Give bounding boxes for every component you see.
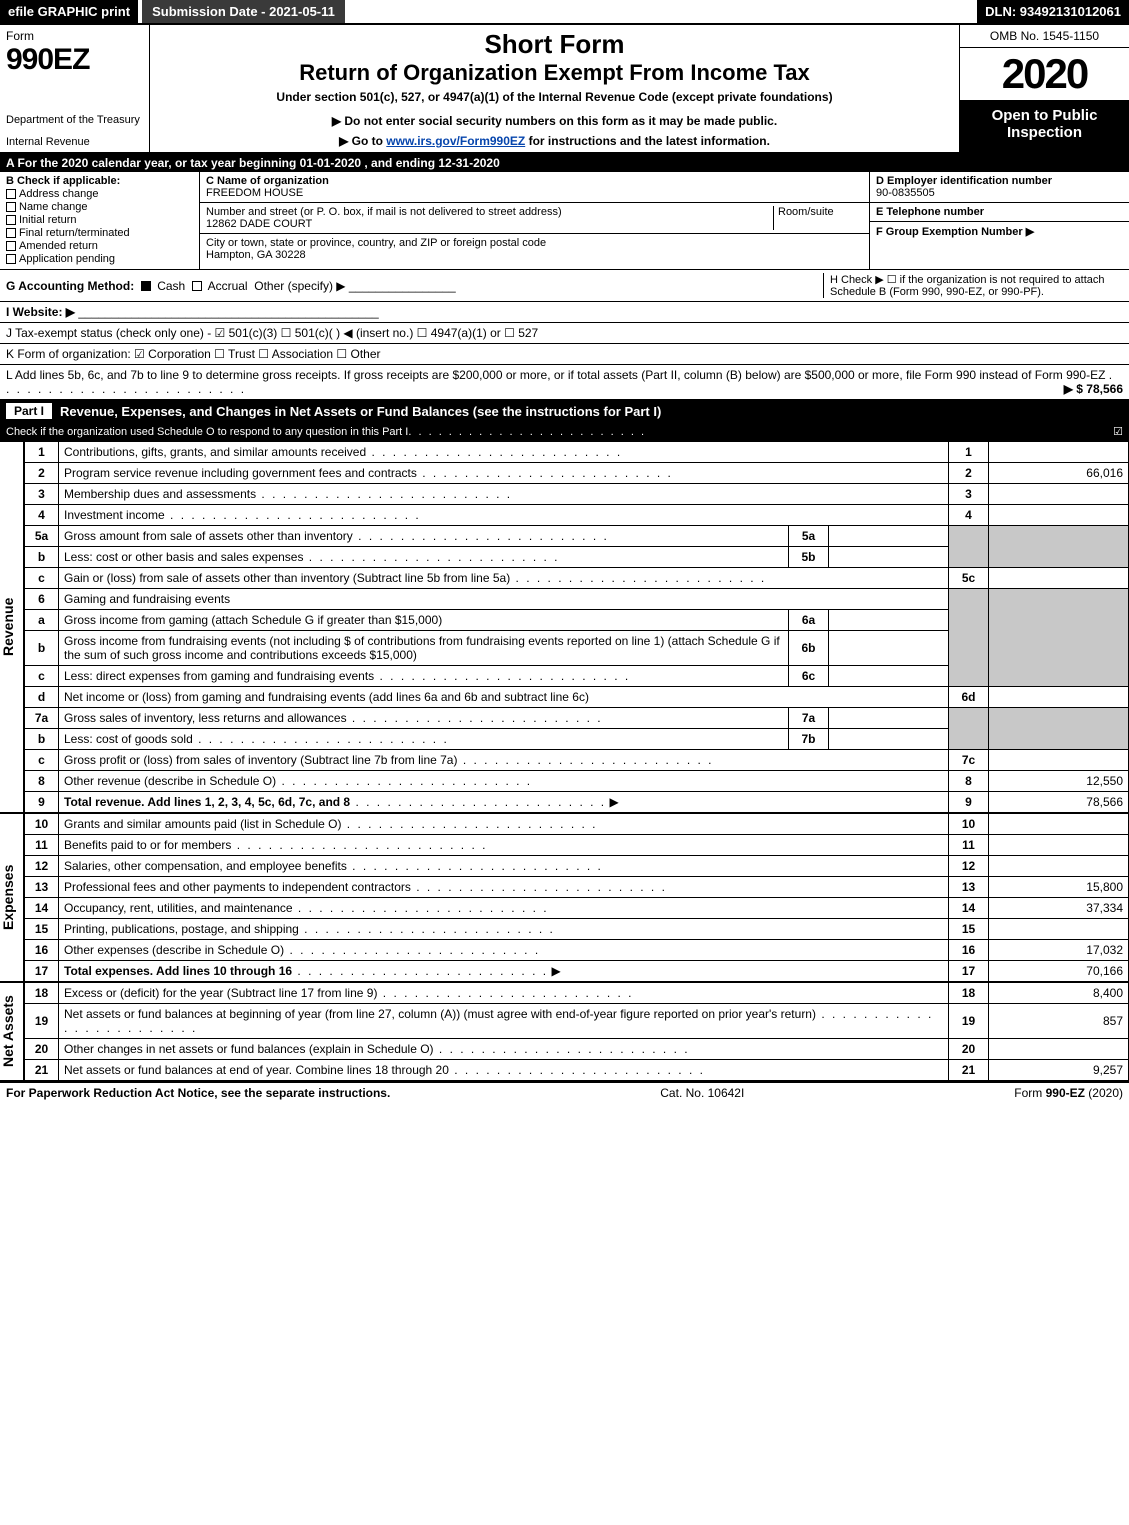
expenses-table: 10Grants and similar amounts paid (list … xyxy=(24,813,1129,982)
group-label: F Group Exemption Number ▶ xyxy=(876,225,1123,238)
under-section: Under section 501(c), 527, or 4947(a)(1)… xyxy=(160,90,949,104)
tax-year: 2020 xyxy=(960,48,1129,101)
chk-pending[interactable]: Application pending xyxy=(6,253,193,265)
line-a: A For the 2020 calendar year, or tax yea… xyxy=(0,154,1129,172)
chk-cash[interactable] xyxy=(141,281,151,291)
expenses-label: Expenses xyxy=(0,813,24,982)
chk-accrual[interactable] xyxy=(192,281,202,291)
line-5a: 5aGross amount from sale of assets other… xyxy=(25,526,1129,547)
line-i: I Website: ▶ ___________________________… xyxy=(0,302,1129,323)
efile-label[interactable]: efile GRAPHIC print xyxy=(0,0,138,23)
footer-left: For Paperwork Reduction Act Notice, see … xyxy=(6,1086,390,1100)
part1-check: Check if the organization used Schedule … xyxy=(0,422,1129,441)
line-18: 18Excess or (deficit) for the year (Subt… xyxy=(25,983,1129,1004)
c-city-label: City or town, state or province, country… xyxy=(206,237,863,249)
line-10: 10Grants and similar amounts paid (list … xyxy=(25,814,1129,835)
line-15: 15Printing, publications, postage, and s… xyxy=(25,919,1129,940)
revenue-section: Revenue 1Contributions, gifts, grants, a… xyxy=(0,441,1129,813)
dln-label: DLN: 93492131012061 xyxy=(977,0,1129,23)
goto-link[interactable]: www.irs.gov/Form990EZ xyxy=(386,134,525,148)
omb-number: OMB No. 1545-1150 xyxy=(960,25,1129,48)
block-d: D Employer identification number 90-0835… xyxy=(869,172,1129,269)
block-b: B Check if applicable: Address change Na… xyxy=(0,172,200,269)
line-20: 20Other changes in net assets or fund ba… xyxy=(25,1039,1129,1060)
chk-name[interactable]: Name change xyxy=(6,201,193,213)
ein-value: 90-0835505 xyxy=(876,187,1123,199)
line-8: 8Other revenue (describe in Schedule O)8… xyxy=(25,771,1129,792)
line-1: 1Contributions, gifts, grants, and simil… xyxy=(25,442,1129,463)
line-2: 2Program service revenue including gover… xyxy=(25,463,1129,484)
short-form-title: Short Form xyxy=(160,29,949,60)
line-12: 12Salaries, other compensation, and empl… xyxy=(25,856,1129,877)
form-label: Form xyxy=(6,29,143,43)
submission-date: Submission Date - 2021-05-11 xyxy=(142,0,345,23)
room-suite-label: Room/suite xyxy=(773,206,863,230)
chk-initial[interactable]: Initial return xyxy=(6,214,193,226)
line-16: 16Other expenses (describe in Schedule O… xyxy=(25,940,1129,961)
dept-irs: Internal Revenue xyxy=(6,136,143,148)
part1-header: Part I Revenue, Expenses, and Changes in… xyxy=(0,400,1129,422)
line-5c: cGain or (loss) from sale of assets othe… xyxy=(25,568,1129,589)
line-j: J Tax-exempt status (check only one) - ☑… xyxy=(0,323,1129,344)
goto-note: ▶ Go to www.irs.gov/Form990EZ for instru… xyxy=(160,134,949,148)
header-right: OMB No. 1545-1150 2020 Open to Public In… xyxy=(959,25,1129,152)
return-title: Return of Organization Exempt From Incom… xyxy=(160,60,949,86)
org-name: FREEDOM HOUSE xyxy=(206,187,863,199)
revenue-label: Revenue xyxy=(0,441,24,813)
line-19: 19Net assets or fund balances at beginni… xyxy=(25,1004,1129,1039)
chk-address[interactable]: Address change xyxy=(6,188,193,200)
netassets-section: Net Assets 18Excess or (deficit) for the… xyxy=(0,982,1129,1081)
line-9: 9Total revenue. Add lines 1, 2, 3, 4, 5c… xyxy=(25,792,1129,813)
line-3: 3Membership dues and assessments3 xyxy=(25,484,1129,505)
org-info-block: B Check if applicable: Address change Na… xyxy=(0,172,1129,270)
header-left: Form 990EZ Department of the Treasury In… xyxy=(0,25,150,152)
line-21: 21Net assets or fund balances at end of … xyxy=(25,1060,1129,1081)
block-b-title: B Check if applicable: xyxy=(6,175,193,187)
netassets-label: Net Assets xyxy=(0,982,24,1081)
line-g-h: G Accounting Method: Cash Accrual Other … xyxy=(0,270,1129,302)
dept-treasury: Department of the Treasury xyxy=(6,114,143,126)
header-center: Short Form Return of Organization Exempt… xyxy=(150,25,959,152)
line-g: G Accounting Method: Cash Accrual Other … xyxy=(6,279,456,293)
line-h: H Check ▶ ☐ if the organization is not r… xyxy=(823,273,1123,298)
open-inspection: Open to Public Inspection xyxy=(960,101,1129,152)
org-city: Hampton, GA 30228 xyxy=(206,249,863,261)
ssn-note: ▶ Do not enter social security numbers o… xyxy=(160,114,949,128)
line-l-text: L Add lines 5b, 6c, and 7b to line 9 to … xyxy=(6,368,1105,382)
chk-amended[interactable]: Amended return xyxy=(6,240,193,252)
line-13: 13Professional fees and other payments t… xyxy=(25,877,1129,898)
chk-final[interactable]: Final return/terminated xyxy=(6,227,193,239)
line-7c: cGross profit or (loss) from sales of in… xyxy=(25,750,1129,771)
line-6d: dNet income or (loss) from gaming and fu… xyxy=(25,687,1129,708)
form-header: Form 990EZ Department of the Treasury In… xyxy=(0,25,1129,154)
c-name-label: C Name of organization xyxy=(206,175,863,187)
form-number: 990EZ xyxy=(6,43,143,77)
goto-post: for instructions and the latest informat… xyxy=(525,134,770,148)
goto-pre: ▶ Go to xyxy=(339,134,386,148)
ein-label: D Employer identification number xyxy=(876,175,1123,187)
part1-checkbox[interactable]: ☑ xyxy=(1113,425,1123,438)
top-bar: efile GRAPHIC print Submission Date - 20… xyxy=(0,0,1129,25)
netassets-table: 18Excess or (deficit) for the year (Subt… xyxy=(24,982,1129,1081)
line-6: 6Gaming and fundraising events xyxy=(25,589,1129,610)
line-l-amount: ▶ $ 78,566 xyxy=(1064,382,1123,396)
part1-title: Revenue, Expenses, and Changes in Net As… xyxy=(60,404,661,419)
c-addr-label: Number and street (or P. O. box, if mail… xyxy=(206,206,773,218)
tel-label: E Telephone number xyxy=(876,206,1123,218)
revenue-table: 1Contributions, gifts, grants, and simil… xyxy=(24,441,1129,813)
line-l: L Add lines 5b, 6c, and 7b to line 9 to … xyxy=(0,365,1129,400)
block-c: C Name of organization FREEDOM HOUSE Num… xyxy=(200,172,869,269)
footer-center: Cat. No. 10642I xyxy=(660,1086,744,1100)
line-14: 14Occupancy, rent, utilities, and mainte… xyxy=(25,898,1129,919)
expenses-section: Expenses 10Grants and similar amounts pa… xyxy=(0,813,1129,982)
page-footer: For Paperwork Reduction Act Notice, see … xyxy=(0,1081,1129,1103)
footer-right: Form 990-EZ (2020) xyxy=(1014,1086,1123,1100)
line-k: K Form of organization: ☑ Corporation ☐ … xyxy=(0,344,1129,365)
part1-label: Part I xyxy=(6,403,52,419)
line-11: 11Benefits paid to or for members11 xyxy=(25,835,1129,856)
org-address: 12862 DADE COURT xyxy=(206,218,773,230)
line-4: 4Investment income4 xyxy=(25,505,1129,526)
line-7a: 7aGross sales of inventory, less returns… xyxy=(25,708,1129,729)
line-17: 17Total expenses. Add lines 10 through 1… xyxy=(25,961,1129,982)
